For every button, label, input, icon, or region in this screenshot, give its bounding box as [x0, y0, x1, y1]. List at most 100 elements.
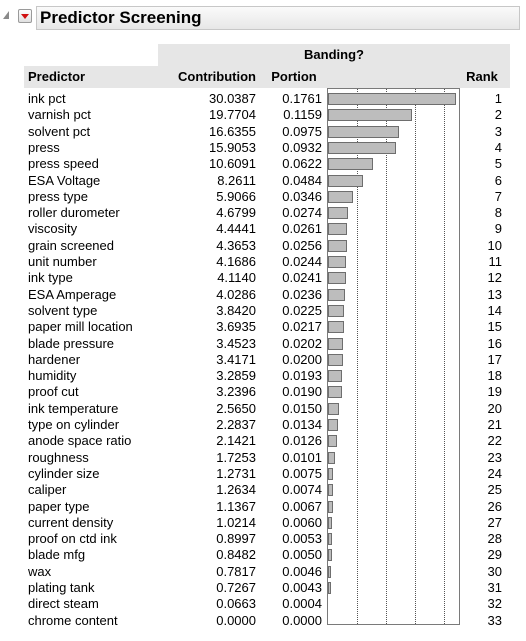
- portion-cell: 0.0346: [282, 188, 322, 204]
- portion-cell: 0.0217: [282, 319, 322, 335]
- column-header-portion[interactable]: Portion: [271, 69, 317, 84]
- red-triangle-glyph: [21, 14, 29, 19]
- reference-line: [357, 89, 358, 624]
- predictor-cell: paper mill location: [28, 319, 133, 335]
- portion-cell: 0.0236: [282, 286, 322, 302]
- predictor-cell: blade pressure: [28, 335, 114, 351]
- predictor-cell: wax: [28, 563, 52, 579]
- portion-bar: [328, 125, 399, 138]
- portion-cell: 0.0193: [282, 368, 322, 384]
- column-header-predictor[interactable]: Predictor: [28, 69, 86, 84]
- rank-cell: 20: [487, 400, 502, 416]
- predictor-screening-table: Banding? Predictor Contribution Portion …: [24, 44, 510, 628]
- portion-cell: 0.0932: [282, 139, 322, 155]
- rank-cell: 3: [494, 123, 502, 139]
- portion-cell: 0.0004: [282, 596, 322, 612]
- rank-cell: 6: [494, 172, 502, 188]
- rank-cell: 13: [487, 286, 502, 302]
- portion-bar: [328, 304, 344, 317]
- predictor-cell: hardener: [28, 351, 81, 367]
- portion-bar: [328, 223, 347, 236]
- portion-bar: [328, 484, 333, 497]
- contribution-cell: 0.0000: [216, 612, 256, 628]
- predictor-cell: paper type: [28, 498, 90, 514]
- rank-cell: 12: [487, 270, 502, 286]
- portion-cell: 0.0050: [282, 547, 322, 563]
- predictor-cell: press type: [28, 188, 88, 204]
- predictor-cell: humidity: [28, 368, 77, 384]
- portion-cell: 0.0126: [282, 433, 322, 449]
- rank-cell: 18: [487, 368, 502, 384]
- contribution-cell: 3.4523: [216, 335, 256, 351]
- rank-cell: 9: [494, 221, 502, 237]
- contribution-cell: 3.4171: [216, 351, 256, 367]
- contribution-cell: 2.1421: [216, 433, 256, 449]
- predictor-cell: caliper: [28, 482, 67, 498]
- portion-cell: 0.0075: [282, 465, 322, 481]
- portion-bar: [328, 370, 342, 383]
- portion-cell: 0.1159: [283, 107, 322, 123]
- portion-bar: [328, 451, 335, 464]
- contribution-cell: 1.7253: [216, 449, 256, 465]
- reference-line: [444, 89, 445, 624]
- portion-cell: 0.0043: [282, 580, 322, 595]
- contribution-cell: 4.1140: [217, 270, 256, 286]
- rank-cell: 22: [487, 433, 502, 449]
- rank-cell: 4: [494, 139, 502, 155]
- portion-bar: [328, 467, 333, 480]
- predictor-cell: blade mfg: [28, 547, 86, 563]
- column-header-contribution[interactable]: Contribution: [178, 69, 256, 84]
- portion-bar-chart: [327, 88, 460, 625]
- contribution-cell: 3.2859: [216, 368, 256, 384]
- portion-bar: [328, 419, 338, 431]
- portion-cell: 0.1761: [282, 91, 322, 106]
- portion-bar: [328, 500, 333, 513]
- portion-bar: [328, 353, 343, 366]
- contribution-cell: 1.2731: [216, 465, 256, 481]
- contribution-cell: 0.8482: [216, 547, 256, 563]
- contribution-cell: 4.4441: [216, 221, 256, 237]
- report-title: Predictor Screening: [40, 8, 202, 27]
- disclosure-triangle-icon[interactable]: [3, 11, 9, 19]
- portion-bar: [328, 565, 331, 578]
- portion-cell: 0.0101: [282, 449, 322, 465]
- contribution-cell: 4.0286: [216, 286, 256, 302]
- portion-bar: [328, 402, 339, 415]
- group-header: Banding?: [304, 47, 364, 62]
- predictor-cell: roughness: [28, 449, 89, 465]
- portion-bar: [328, 288, 345, 301]
- predictor-cell: ink type: [28, 270, 73, 286]
- rank-cell: 30: [487, 563, 502, 579]
- portion-bar: [328, 582, 331, 594]
- portion-bar: [328, 190, 353, 203]
- portion-bar: [328, 549, 332, 562]
- predictor-cell: direct steam: [28, 596, 99, 612]
- portion-cell: 0.0053: [282, 531, 322, 547]
- contribution-cell: 1.0214: [216, 514, 256, 530]
- portion-cell: 0.0150: [282, 400, 322, 416]
- rank-cell: 28: [487, 531, 502, 547]
- rank-cell: 2: [494, 107, 502, 123]
- portion-cell: 0.0274: [282, 205, 322, 221]
- predictor-cell: ESA Voltage: [28, 172, 101, 188]
- reference-line: [386, 89, 387, 624]
- contribution-cell: 3.6935: [216, 319, 256, 335]
- portion-cell: 0.0067: [282, 498, 322, 514]
- rank-cell: 24: [487, 465, 502, 481]
- predictor-cell: roller durometer: [28, 205, 120, 221]
- red-triangle-menu-icon[interactable]: [18, 9, 32, 23]
- rank-cell: 1: [494, 91, 502, 106]
- contribution-cell: 19.7704: [209, 107, 256, 123]
- rank-cell: 26: [487, 498, 502, 514]
- contribution-cell: 1.1367: [216, 498, 256, 514]
- column-header-row: [24, 66, 510, 88]
- rank-cell: 33: [487, 612, 502, 628]
- rank-cell: 27: [487, 514, 502, 530]
- predictor-cell: grain screened: [28, 237, 114, 253]
- predictor-cell: chrome content: [28, 612, 118, 628]
- column-header-rank[interactable]: Rank: [466, 69, 498, 84]
- portion-cell: 0.0134: [282, 417, 322, 432]
- portion-bar: [328, 516, 332, 529]
- predictor-cell: press: [28, 139, 60, 155]
- rank-cell: 29: [487, 547, 502, 563]
